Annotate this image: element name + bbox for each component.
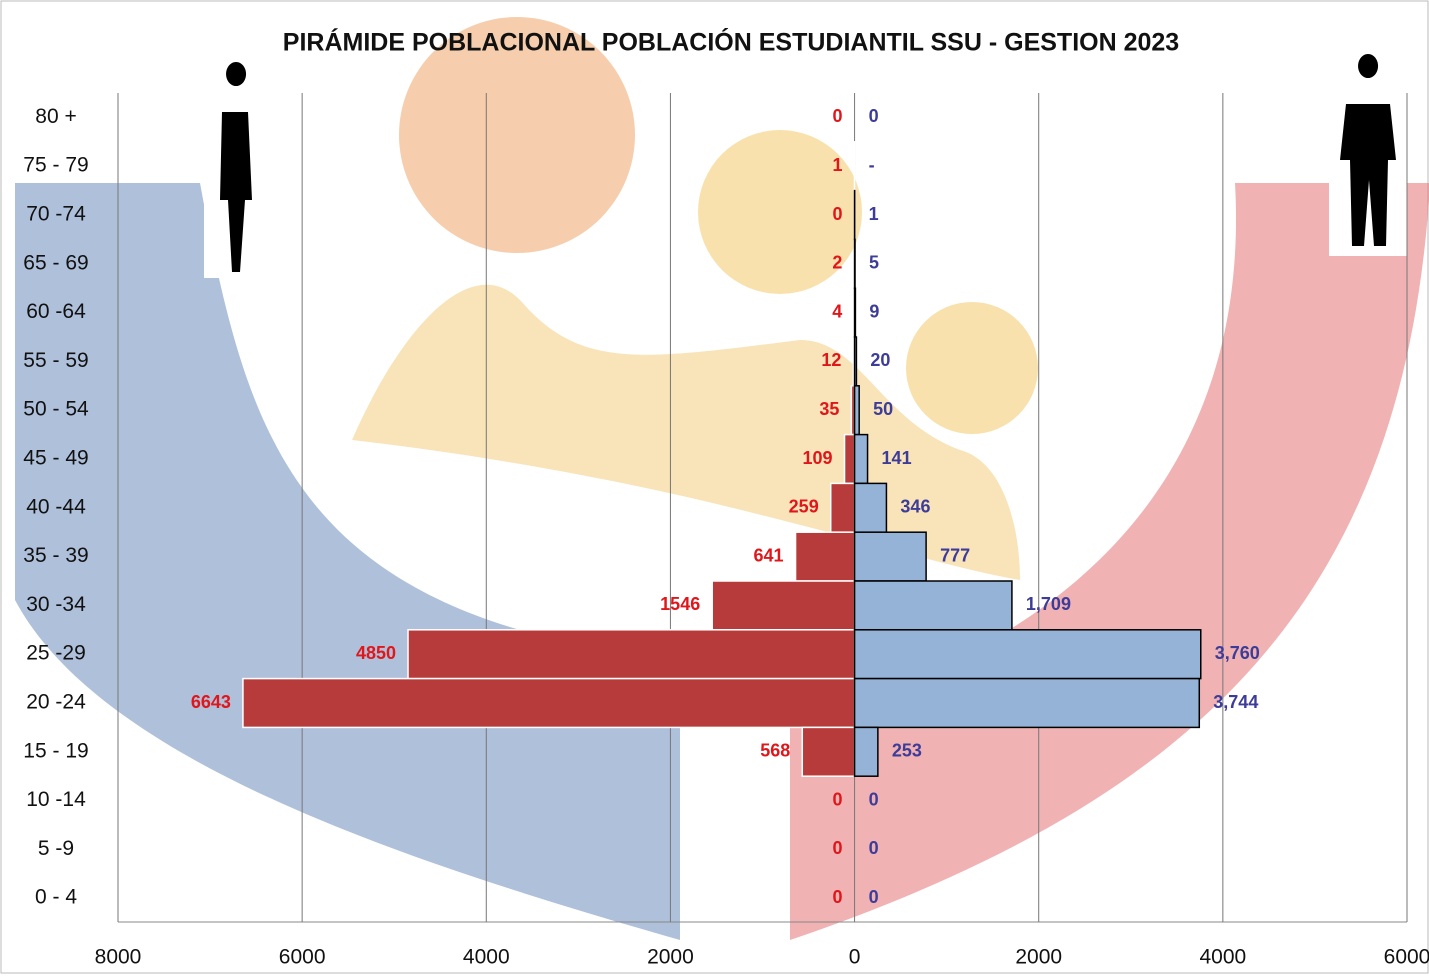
y-tick-label: 45 - 49 [23, 447, 88, 470]
value-label: 777 [940, 545, 970, 565]
value-label: 3,744 [1213, 692, 1258, 712]
y-tick-label: 75 - 79 [23, 154, 88, 177]
bar [802, 727, 854, 776]
value-label: 0 [869, 106, 879, 126]
y-tick-label: 30 -34 [26, 593, 86, 616]
y-tick-label: 35 - 39 [23, 544, 88, 567]
bar [855, 435, 868, 484]
value-label: 0 [833, 204, 843, 224]
value-label: 0 [833, 789, 843, 809]
chart: PIRÁMIDE POBLACIONAL POBLACIÓN ESTUDIANT… [0, 0, 1429, 974]
y-tick-label: 20 -24 [26, 691, 86, 714]
value-label: 12 [821, 350, 841, 370]
y-tick-label: 80 + [35, 105, 76, 128]
x-tick-label: 6000 [279, 946, 326, 969]
value-label: 20 [870, 350, 890, 370]
x-tick-label: 2000 [647, 946, 694, 969]
value-label: 5 [869, 253, 879, 273]
y-tick-label: 60 -64 [26, 300, 86, 323]
x-tick-label: 2000 [1015, 946, 1062, 969]
value-label: 1 [869, 204, 879, 224]
value-label: 259 [789, 497, 819, 517]
value-label: 0 [869, 789, 879, 809]
chart-title: PIRÁMIDE POBLACIONAL POBLACIÓN ESTUDIANT… [283, 27, 1179, 57]
y-tick-label: 55 - 59 [23, 349, 88, 372]
bar [831, 483, 855, 532]
bar [408, 630, 855, 679]
y-tick-label: 50 - 54 [23, 398, 89, 421]
bar [855, 679, 1200, 728]
bar [712, 581, 854, 630]
bar [855, 630, 1201, 679]
value-label: 0 [833, 887, 843, 907]
value-label: 35 [819, 399, 839, 419]
bar [855, 532, 927, 581]
value-label: 9 [869, 301, 879, 321]
y-tick-label: 10 -14 [26, 788, 86, 811]
y-tick-label: 0 - 4 [35, 886, 77, 909]
male-icon [1329, 54, 1407, 256]
bar [855, 337, 857, 386]
value-label: 141 [882, 448, 912, 468]
value-label: 109 [802, 448, 832, 468]
bar [243, 679, 855, 728]
x-tick-label: 4000 [463, 946, 510, 969]
y-tick-label: 40 -44 [26, 495, 86, 518]
value-label: 641 [754, 545, 784, 565]
x-tick-label: 4000 [1199, 946, 1246, 969]
value-label: 0 [869, 838, 879, 858]
value-label: 0 [833, 838, 843, 858]
y-tick-label: 15 - 19 [23, 739, 88, 762]
value-label: 253 [892, 741, 922, 761]
value-label: 1546 [660, 594, 700, 614]
bar [855, 581, 1012, 630]
value-label: 0 [869, 887, 879, 907]
value-label: 346 [900, 497, 930, 517]
x-tick-label: 6000 [1384, 946, 1429, 969]
y-tick-label: 5 -9 [38, 837, 74, 860]
value-label: - [869, 155, 875, 175]
value-label: 1,709 [1026, 594, 1071, 614]
bar [845, 435, 855, 484]
bar [796, 532, 855, 581]
value-label: 4850 [356, 643, 396, 663]
bar [855, 386, 860, 435]
value-label: 50 [873, 399, 893, 419]
female-icon [204, 62, 256, 278]
y-tick-label: 70 -74 [26, 203, 86, 226]
value-label: 3,760 [1215, 643, 1260, 663]
x-tick-label: 8000 [95, 946, 142, 969]
value-label: 2 [832, 253, 842, 273]
value-label: 4 [832, 301, 842, 321]
y-tick-label: 25 -29 [26, 642, 86, 665]
x-tick-label: 0 [849, 946, 861, 969]
y-tick-label: 65 - 69 [23, 251, 88, 274]
value-label: 1 [832, 155, 842, 175]
bar [855, 727, 878, 776]
value-label: 6643 [191, 692, 231, 712]
bar [855, 288, 856, 337]
value-label: 0 [833, 106, 843, 126]
value-label: 568 [760, 741, 790, 761]
bar [855, 483, 887, 532]
